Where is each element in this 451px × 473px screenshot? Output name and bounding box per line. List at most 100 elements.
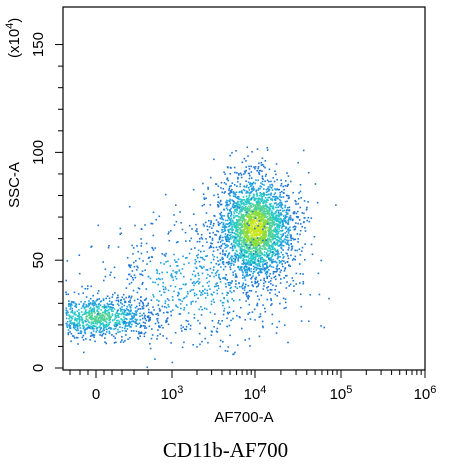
event-dot [234, 192, 236, 194]
event-dot [137, 308, 140, 310]
event-dot [248, 253, 250, 255]
event-dot [181, 346, 184, 349]
event-dot [267, 199, 269, 202]
event-dot [106, 328, 108, 331]
event-dot [230, 222, 232, 224]
event-dot [230, 211, 232, 213]
event-dot [270, 224, 273, 227]
event-dot [270, 229, 272, 231]
event-dot [230, 234, 232, 236]
event-dot [88, 310, 90, 313]
event-dot [285, 226, 287, 228]
event-dot [137, 250, 139, 253]
event-dot [70, 340, 72, 343]
event-dot [229, 200, 231, 203]
event-dot [129, 305, 131, 308]
event-dot [245, 293, 247, 296]
event-dot [286, 209, 288, 211]
event-dot [232, 192, 235, 195]
event-dot [226, 291, 228, 294]
event-dot [274, 293, 277, 296]
event-dot [262, 236, 264, 238]
event-dot [307, 216, 310, 219]
event-dot [255, 269, 257, 271]
event-dot [278, 320, 281, 323]
event-dot [233, 245, 236, 247]
event-dot [81, 336, 84, 339]
event-dot [240, 225, 243, 228]
event-dot [246, 146, 249, 149]
event-dot [173, 290, 175, 293]
event-dot [210, 300, 213, 303]
event-dot [200, 236, 203, 239]
event-dot [248, 303, 251, 306]
event-dot [236, 214, 239, 217]
event-dot [147, 311, 150, 314]
event-dot [175, 204, 177, 206]
event-dot [276, 250, 278, 252]
event-dot [250, 191, 252, 193]
event-dot [267, 256, 270, 259]
event-dot [219, 241, 222, 243]
event-dot [297, 210, 299, 213]
event-dot [92, 294, 94, 297]
event-dot [75, 303, 78, 306]
event-dot [195, 230, 197, 232]
event-dot [251, 225, 253, 228]
event-dot [243, 259, 245, 261]
event-dot [238, 196, 240, 198]
event-dot [232, 310, 235, 313]
event-dot [258, 197, 260, 199]
event-dot [271, 198, 274, 201]
event-dot [212, 250, 215, 252]
event-dot [271, 261, 273, 264]
event-dot [274, 218, 277, 220]
event-dot [89, 327, 92, 330]
event-dot [175, 272, 178, 275]
event-dot [131, 316, 133, 318]
event-dot [274, 288, 276, 291]
event-dot [252, 182, 254, 185]
event-dot [247, 259, 250, 261]
event-dot [120, 318, 123, 321]
event-dot [263, 184, 265, 186]
event-dot [270, 205, 273, 208]
event-dot [174, 261, 177, 263]
event-dot [240, 203, 242, 205]
event-dot [250, 259, 253, 261]
event-dot [282, 192, 285, 194]
event-dot [255, 229, 257, 232]
event-dot [208, 226, 211, 228]
event-dot [95, 304, 97, 306]
event-dot [271, 220, 274, 223]
event-dot [206, 229, 209, 231]
event-dot [98, 302, 100, 305]
event-dot [233, 166, 236, 169]
event-dot [265, 205, 268, 208]
event-dot [78, 316, 80, 318]
event-dot [297, 241, 299, 243]
event-dot [241, 248, 244, 250]
event-dot [266, 194, 268, 196]
event-dot [263, 239, 265, 242]
event-dot [235, 206, 237, 209]
event-dot [182, 283, 185, 286]
event-dot [104, 333, 107, 335]
event-dot [267, 237, 269, 240]
event-dot [142, 304, 145, 307]
event-dot [282, 234, 284, 237]
event-dot [249, 203, 251, 205]
event-dot [297, 222, 299, 225]
event-dot [88, 300, 90, 302]
event-dot [268, 254, 270, 257]
event-dot [262, 221, 264, 223]
event-dot [252, 219, 255, 222]
event-dot [159, 326, 161, 329]
event-dot [197, 233, 199, 235]
event-dot [257, 189, 259, 191]
event-dot [258, 162, 260, 165]
event-dot [191, 228, 193, 230]
event-dot [229, 334, 231, 337]
event-dot [143, 335, 146, 338]
event-dot [72, 335, 74, 337]
